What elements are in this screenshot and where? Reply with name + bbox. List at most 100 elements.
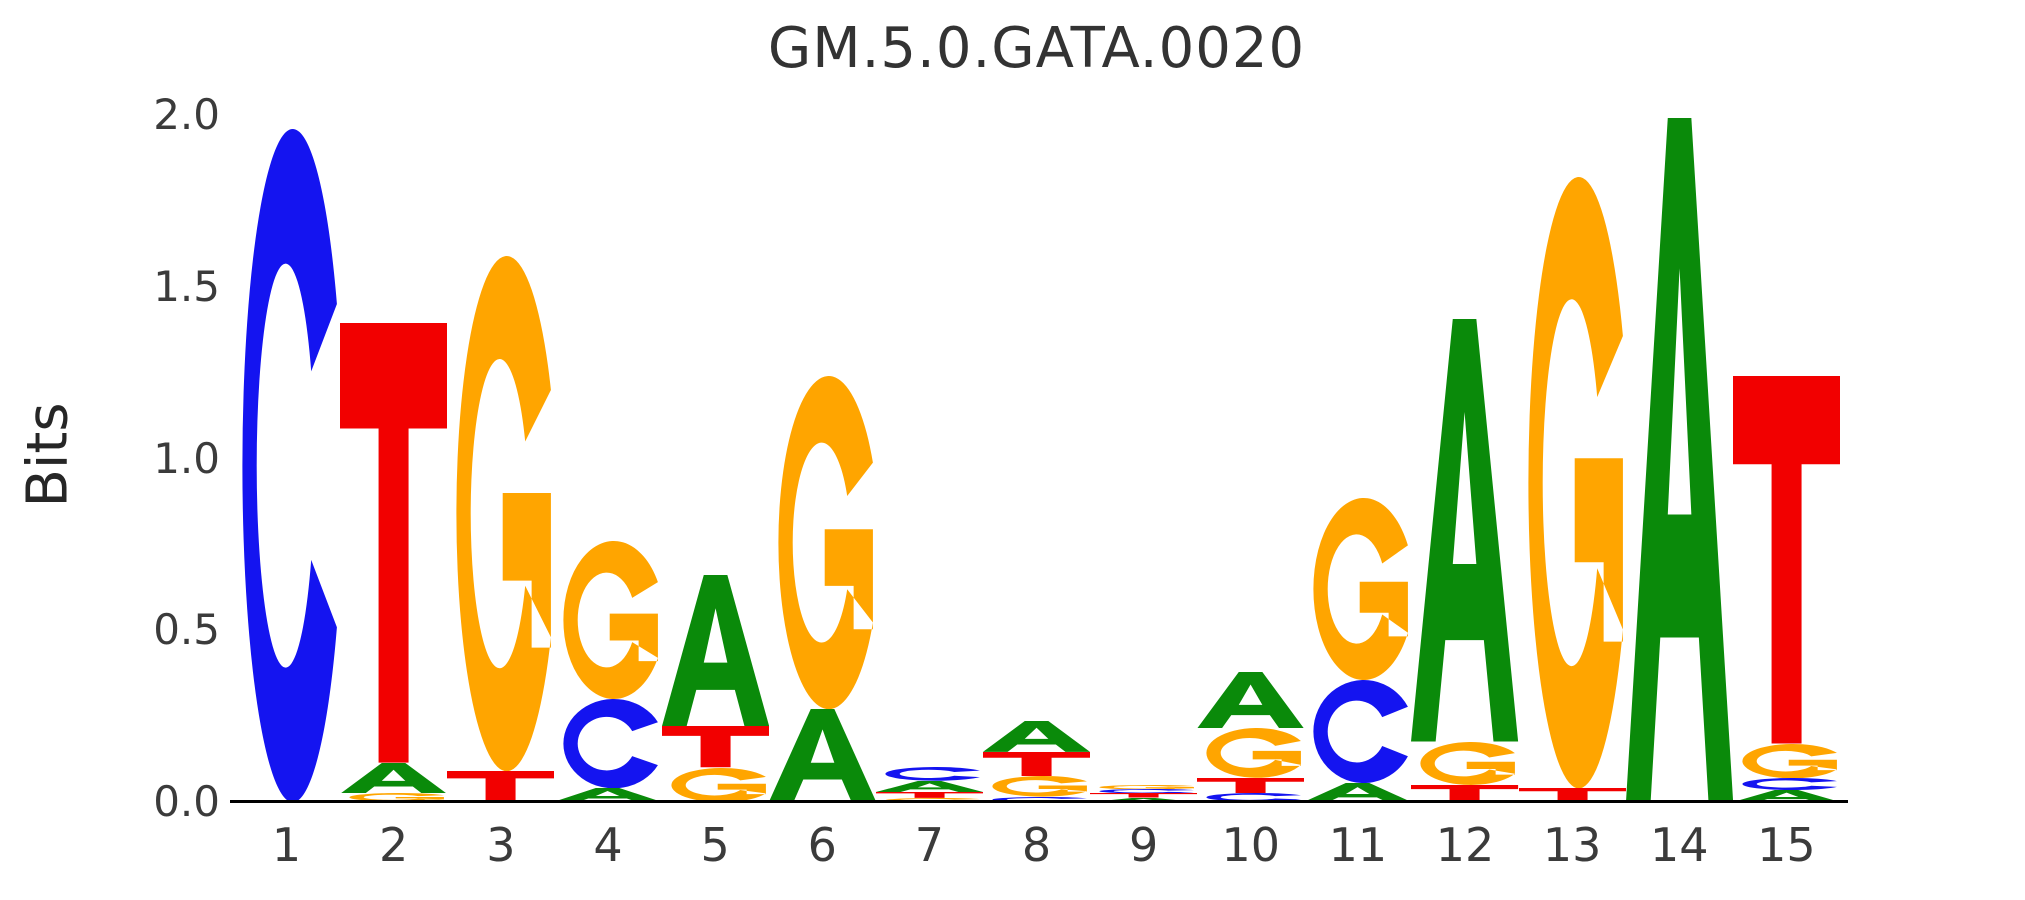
logo-column-10: [1197, 115, 1305, 802]
base-A-glyph-icon: [1732, 789, 1840, 802]
y-tick-label-1.0: 1.0: [153, 433, 220, 483]
logo-column-13: [1518, 115, 1626, 802]
x-tick-label-11: 11: [1328, 818, 1388, 872]
logo-letter-T-pos12: [1411, 784, 1519, 802]
x-tick-label-7: 7: [914, 818, 944, 872]
logo-column-15: [1732, 115, 1840, 802]
y-tick-label-2.0: 2.0: [153, 90, 220, 139]
logo-letter-A-pos11: [1304, 783, 1412, 802]
logo-column-4: [554, 115, 662, 802]
logo-letter-C-pos9: [1090, 788, 1197, 794]
base-T-glyph-icon: [1197, 777, 1305, 794]
x-tick-label-5: 5: [700, 818, 730, 872]
x-tick-label-4: 4: [593, 818, 623, 872]
base-A-glyph-icon: [1197, 671, 1305, 729]
logo-letter-T-pos5: [661, 726, 769, 768]
logo-column-7: [875, 115, 983, 802]
logo-letter-G-pos13: [1519, 176, 1626, 789]
logo-letter-A-pos2: [340, 762, 448, 794]
logo-letter-C-pos7: [876, 767, 983, 781]
logo-letter-T-pos8: [982, 752, 1090, 777]
x-tick-label-1: 1: [271, 818, 302, 872]
logo-column-14: [1625, 115, 1733, 802]
base-G-glyph-icon: [456, 255, 552, 772]
base-G-glyph-icon: [1206, 728, 1302, 778]
x-tick-label-9: 9: [1128, 818, 1159, 872]
logo-letter-A-pos15: [1732, 789, 1840, 802]
base-G-glyph-icon: [670, 767, 766, 802]
base-G-glyph-icon: [1099, 784, 1194, 789]
x-tick-label-15: 15: [1757, 818, 1816, 872]
logo-letter-A-pos4: [554, 788, 662, 802]
base-G-glyph-icon: [992, 776, 1087, 797]
base-G-glyph-icon: [1742, 743, 1837, 778]
base-T-glyph-icon: [1518, 788, 1626, 802]
base-A-glyph-icon: [768, 709, 876, 802]
x-tick-label-14: 14: [1650, 818, 1709, 872]
x-tick-label-6: 6: [807, 818, 837, 872]
logo-column-12: [1411, 115, 1519, 802]
base-A-glyph-icon: [1411, 319, 1519, 742]
base-T-glyph-icon: [1090, 793, 1198, 798]
base-G-glyph-icon: [1420, 741, 1516, 785]
logo-letter-C-pos10: [1197, 793, 1304, 802]
logo-letter-A-pos5: [661, 575, 769, 727]
base-C-glyph-icon: [1742, 777, 1837, 790]
base-T-glyph-icon: [875, 791, 983, 798]
base-C-glyph-icon: [1313, 680, 1409, 784]
base-C-glyph-icon: [1206, 793, 1302, 802]
y-tick-label-0.5: 0.5: [153, 605, 220, 655]
base-A-glyph-icon: [1625, 118, 1733, 802]
logo-letter-T-pos15: [1732, 376, 1840, 744]
base-A-glyph-icon: [340, 762, 448, 794]
logo-letter-C-pos4: [554, 698, 661, 789]
logo-letter-G-pos6: [769, 376, 876, 710]
y-axis-label: Bits: [15, 402, 81, 508]
logo-letter-A-pos7: [875, 780, 983, 792]
logo-column-2: [340, 115, 448, 802]
logo-letter-T-pos2: [340, 322, 448, 763]
x-axis-baseline: [230, 800, 1848, 803]
base-T-glyph-icon: [661, 726, 769, 768]
chart-title: GM.5.0.GATA.0020: [767, 16, 1306, 81]
logo-letter-G-pos11: [1304, 498, 1411, 681]
y-tick-label-0.0: 0.0: [153, 777, 220, 826]
x-tick-label-2: 2: [379, 818, 409, 872]
logo-column-8: [982, 115, 1090, 802]
y-tick-label-1.5: 1.5: [153, 261, 220, 311]
base-G-glyph-icon: [349, 793, 445, 802]
logo-letter-C-pos11: [1304, 680, 1411, 784]
base-A-glyph-icon: [554, 788, 662, 802]
x-tick-label-3: 3: [486, 818, 516, 872]
logo-letter-G-pos2: [340, 793, 447, 802]
base-T-glyph-icon: [1411, 784, 1519, 802]
logo-column-11: [1304, 115, 1412, 802]
base-G-glyph-icon: [563, 540, 659, 699]
logo-letter-G-pos4: [554, 540, 661, 699]
x-tick-label-8: 8: [1021, 818, 1052, 872]
logo-letter-G-pos15: [1733, 743, 1840, 778]
base-A-glyph-icon: [875, 780, 983, 792]
logo-letter-G-pos8: [983, 776, 1090, 797]
base-A-glyph-icon: [661, 575, 769, 727]
logo-column-9: [1090, 115, 1198, 802]
x-tick-label-13: 13: [1542, 818, 1602, 872]
logo-letter-G-pos12: [1411, 741, 1518, 785]
logo-letter-T-pos7: [875, 791, 983, 798]
logo-letter-C-pos15: [1733, 777, 1840, 790]
base-C-glyph-icon: [563, 698, 659, 789]
base-C-glyph-icon: [885, 767, 980, 781]
logo-letter-G-pos5: [662, 767, 769, 802]
base-C-glyph-icon: [242, 128, 337, 802]
logo-column-5: [661, 115, 769, 802]
base-T-glyph-icon: [982, 752, 1090, 777]
logo-plot-area: [233, 115, 1840, 802]
logo-letter-A-pos12: [1411, 319, 1519, 742]
logo-letter-G-pos9: [1090, 784, 1197, 789]
logo-letter-G-pos3: [447, 255, 554, 772]
base-T-glyph-icon: [340, 322, 448, 763]
logo-letter-A-pos14: [1625, 118, 1733, 802]
logo-letter-A-pos6: [768, 709, 876, 802]
base-C-glyph-icon: [1099, 788, 1194, 794]
